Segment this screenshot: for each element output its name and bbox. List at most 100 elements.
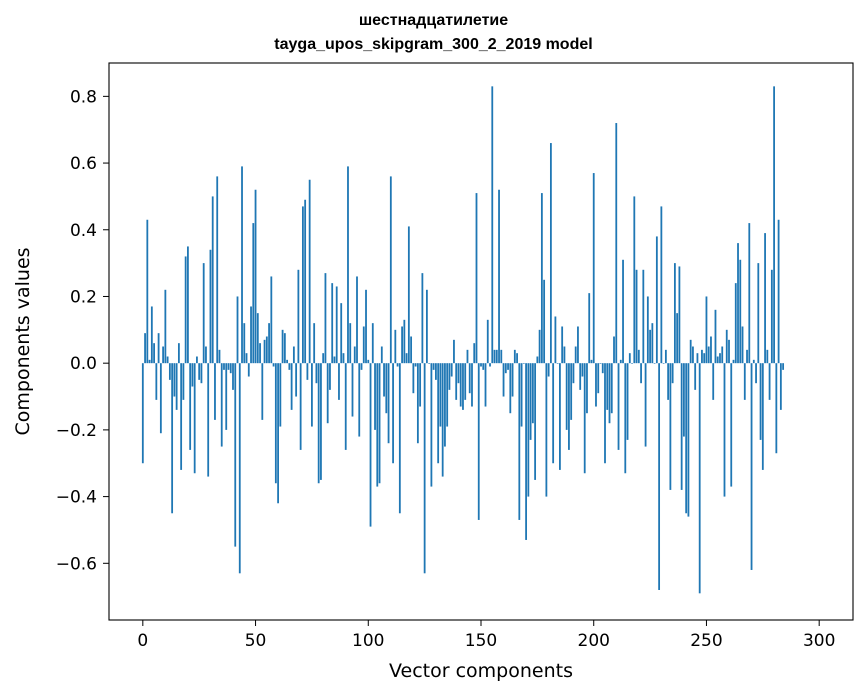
bar-255 bbox=[716, 356, 719, 364]
bar-105 bbox=[378, 363, 381, 484]
bar-264 bbox=[737, 243, 739, 364]
bar-261 bbox=[730, 363, 733, 487]
bar-224 bbox=[646, 296, 649, 364]
bar-34 bbox=[218, 349, 221, 364]
bar-132 bbox=[439, 363, 442, 427]
bar-58 bbox=[272, 363, 275, 367]
bar-82 bbox=[326, 363, 329, 424]
bar-28 bbox=[205, 346, 207, 364]
bar-50 bbox=[254, 189, 257, 364]
bar-114 bbox=[398, 363, 401, 514]
bar-148 bbox=[475, 193, 478, 364]
bar-157 bbox=[495, 349, 498, 364]
bar-2 bbox=[146, 219, 149, 364]
bar-266 bbox=[741, 326, 744, 364]
x-axis-ticks: 0 50 100 150 200 250 300 bbox=[137, 620, 835, 651]
bar-277 bbox=[766, 349, 769, 364]
bar-139 bbox=[455, 363, 458, 400]
bar-129 bbox=[432, 363, 435, 370]
bar-83 bbox=[329, 363, 331, 390]
bar-97 bbox=[360, 363, 363, 370]
bar-247 bbox=[698, 363, 701, 594]
bar-43 bbox=[238, 363, 241, 574]
bar-276 bbox=[764, 233, 766, 364]
bar-9 bbox=[162, 346, 165, 364]
bar-259 bbox=[725, 329, 728, 364]
bar-91 bbox=[347, 166, 349, 364]
bar-160 bbox=[502, 363, 505, 397]
bar-72 bbox=[304, 199, 307, 364]
bar-227 bbox=[653, 363, 656, 364]
bar-120 bbox=[412, 363, 415, 394]
bar-284 bbox=[782, 363, 785, 370]
bar-63 bbox=[283, 333, 286, 364]
bar-262 bbox=[732, 359, 735, 364]
bar-45 bbox=[243, 323, 246, 364]
bar-143 bbox=[464, 363, 467, 400]
bar-56 bbox=[268, 323, 270, 364]
bar-59 bbox=[274, 363, 277, 484]
bar-171 bbox=[527, 363, 530, 497]
bar-170 bbox=[525, 363, 527, 540]
bar-127 bbox=[428, 363, 431, 364]
y-tick-label: −0.4 bbox=[56, 488, 97, 508]
bar-176 bbox=[538, 329, 541, 364]
bar-167 bbox=[518, 363, 521, 520]
bar-165 bbox=[513, 349, 516, 364]
bar-55 bbox=[265, 336, 268, 364]
bar-102 bbox=[371, 323, 374, 364]
bar-208 bbox=[610, 363, 613, 414]
bar-16 bbox=[177, 343, 180, 364]
bar-61 bbox=[279, 363, 282, 427]
y-tick-label: −0.2 bbox=[56, 421, 97, 441]
bar-39 bbox=[229, 363, 232, 374]
bar-27 bbox=[202, 263, 205, 364]
bar-5 bbox=[153, 343, 155, 364]
bar-173 bbox=[531, 363, 534, 424]
y-tick-label: 0.4 bbox=[70, 221, 97, 241]
y-tick-label: 0.2 bbox=[70, 287, 97, 307]
bar-240 bbox=[683, 363, 685, 437]
bar-226 bbox=[651, 323, 654, 364]
bar-281 bbox=[775, 363, 778, 454]
bar-128 bbox=[430, 363, 433, 487]
bar-0 bbox=[141, 363, 144, 464]
bar-267 bbox=[743, 363, 746, 400]
y-tick-label: 0.0 bbox=[70, 354, 97, 374]
bar-194 bbox=[579, 363, 582, 390]
bar-164 bbox=[511, 363, 514, 397]
bar-32 bbox=[214, 363, 216, 420]
bar-42 bbox=[236, 296, 239, 364]
bar-7 bbox=[157, 333, 160, 364]
bar-253 bbox=[712, 363, 715, 400]
bar-246 bbox=[696, 353, 699, 364]
bar-93 bbox=[351, 363, 354, 417]
bar-271 bbox=[752, 359, 755, 364]
bar-278 bbox=[768, 363, 771, 400]
bar-244 bbox=[692, 346, 694, 364]
bar-81 bbox=[324, 273, 327, 364]
bar-131 bbox=[437, 363, 440, 464]
bar-168 bbox=[520, 363, 523, 427]
x-tick-label: 100 bbox=[352, 631, 384, 651]
bar-30 bbox=[209, 249, 212, 364]
bar-225 bbox=[649, 329, 651, 364]
bar-14 bbox=[173, 363, 176, 397]
bar-65 bbox=[288, 363, 291, 370]
bar-184 bbox=[556, 363, 559, 364]
bar-8 bbox=[159, 363, 162, 434]
bar-64 bbox=[286, 359, 289, 364]
bar-44 bbox=[241, 166, 243, 364]
bar-90 bbox=[344, 363, 347, 450]
bar-162 bbox=[507, 363, 509, 370]
bar-210 bbox=[615, 123, 618, 364]
bar-279 bbox=[770, 269, 773, 364]
bar-37 bbox=[225, 363, 228, 430]
bar-205 bbox=[604, 363, 606, 464]
bar-223 bbox=[644, 363, 647, 447]
bar-250 bbox=[705, 296, 708, 364]
x-tick-label: 0 bbox=[137, 631, 148, 651]
bar-123 bbox=[419, 363, 422, 407]
bar-221 bbox=[640, 363, 642, 384]
